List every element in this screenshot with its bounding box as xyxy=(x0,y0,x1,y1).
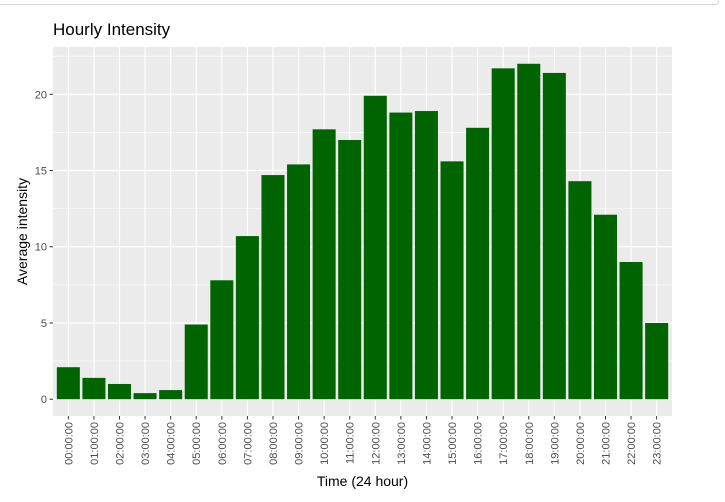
bar xyxy=(466,127,490,400)
bar xyxy=(261,175,285,400)
bar xyxy=(517,63,541,400)
y-axis: 0 5 10 15 20 xyxy=(35,89,53,406)
bar xyxy=(184,324,208,400)
x-tick-label: 20:00:00 xyxy=(575,422,587,465)
x-tick-label: 02:00:00 xyxy=(115,422,127,465)
bar xyxy=(491,68,515,400)
bar xyxy=(133,393,157,400)
x-tick-label: 18:00:00 xyxy=(524,422,536,465)
x-tick-label: 09:00:00 xyxy=(294,422,306,465)
x-tick-label: 21:00:00 xyxy=(600,422,612,465)
bar xyxy=(338,140,362,400)
bar xyxy=(568,181,592,400)
bar xyxy=(414,111,438,400)
y-tick-label: 15 xyxy=(35,166,47,178)
x-tick-label: 13:00:00 xyxy=(396,422,408,465)
bar xyxy=(389,112,413,400)
x-tick-label: 10:00:00 xyxy=(319,422,331,465)
x-tick-label: 15:00:00 xyxy=(447,422,459,465)
y-tick-label: 10 xyxy=(35,242,47,254)
bar xyxy=(593,214,618,400)
window-top-edge xyxy=(0,0,719,5)
x-tick-label: 22:00:00 xyxy=(626,422,638,465)
bar xyxy=(210,280,234,400)
x-tick-label: 17:00:00 xyxy=(498,422,510,465)
bar xyxy=(542,72,566,400)
bar xyxy=(312,129,336,400)
x-tick-label: 05:00:00 xyxy=(191,422,203,465)
x-tick-label: 00:00:00 xyxy=(63,422,75,465)
x-axis: 00:00:00 01:00:00 02:00:00 03:00:00 04:00:00… xyxy=(63,416,664,465)
x-tick-label: 06:00:00 xyxy=(217,422,229,465)
bar xyxy=(159,390,183,400)
y-tick-label: 0 xyxy=(41,394,47,406)
bar xyxy=(619,261,643,400)
bars xyxy=(56,63,669,400)
x-tick-label: 14:00:00 xyxy=(421,422,433,465)
bar xyxy=(440,161,464,400)
x-tick-label: 04:00:00 xyxy=(166,422,178,465)
x-tick-label: 12:00:00 xyxy=(370,422,382,465)
x-tick-label: 11:00:00 xyxy=(345,422,357,464)
x-tick-label: 03:00:00 xyxy=(140,422,152,465)
x-axis-title: Time (24 hour) xyxy=(317,473,408,489)
y-axis-title: Average intensity xyxy=(14,178,30,285)
x-tick-label: 23:00:00 xyxy=(652,422,664,465)
y-tick-label: 5 xyxy=(41,318,47,330)
bar xyxy=(287,164,311,400)
bar xyxy=(82,377,106,400)
chart-title: Hourly Intensity xyxy=(53,20,171,39)
bar xyxy=(645,322,669,400)
bar xyxy=(235,236,259,400)
y-tick-label: 20 xyxy=(35,89,47,101)
bar xyxy=(363,95,387,400)
x-tick-label: 07:00:00 xyxy=(242,422,254,465)
bar xyxy=(107,383,132,400)
bar xyxy=(56,367,80,400)
x-tick-label: 01:00:00 xyxy=(89,422,101,465)
x-tick-label: 08:00:00 xyxy=(268,422,280,465)
x-tick-label: 16:00:00 xyxy=(473,422,485,465)
x-tick-label: 19:00:00 xyxy=(549,422,561,465)
